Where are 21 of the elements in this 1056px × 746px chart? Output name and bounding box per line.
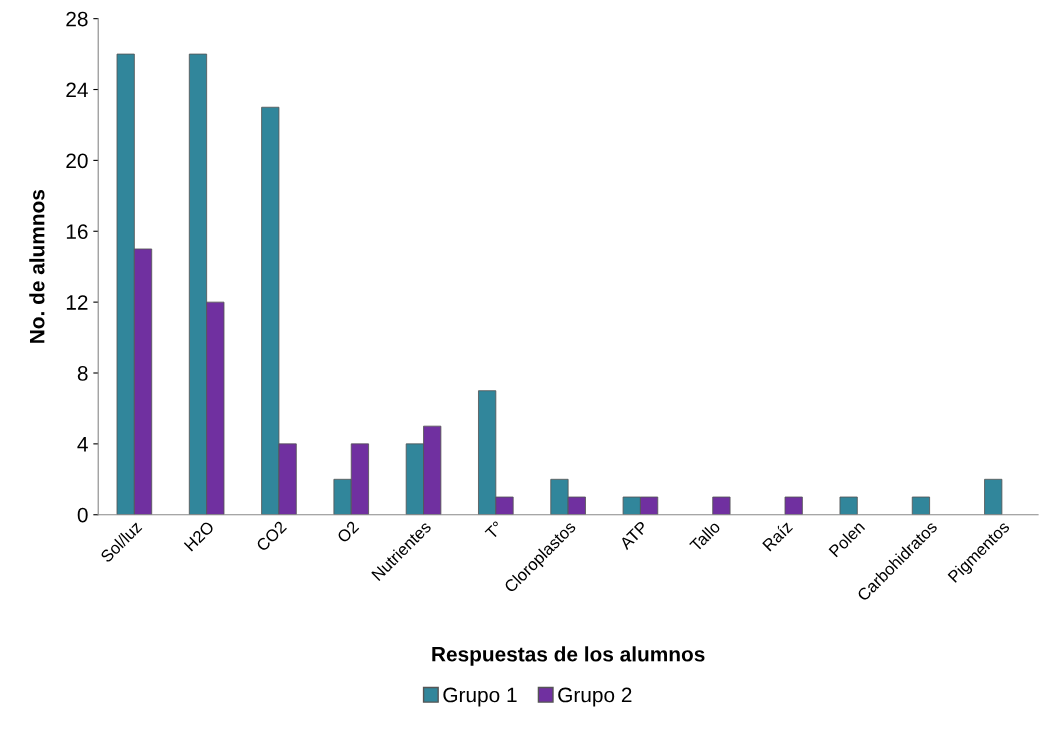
y-tick-label: 20 xyxy=(66,153,88,169)
x-axis-title: Respuestas de los alumnos xyxy=(432,646,705,666)
bar xyxy=(712,496,731,515)
bar xyxy=(911,496,931,515)
x-tick-label: O2 xyxy=(336,520,360,544)
x-tick-label: ATP xyxy=(618,520,649,551)
x-tick-label: T° xyxy=(484,520,504,540)
y-tick-label: 12 xyxy=(66,295,88,310)
x-tick-label: Tallo xyxy=(688,520,721,553)
y-tick-label: 0 xyxy=(77,507,88,523)
y-tick-label: 8 xyxy=(77,366,88,381)
y-tick-label: 24 xyxy=(66,82,88,98)
y-tick-label: 28 xyxy=(66,11,88,27)
y-axis-title: No. de alumnos xyxy=(29,189,45,343)
y-tick-label: 16 xyxy=(66,224,88,240)
bar xyxy=(784,496,803,515)
legend-label: Grupo 2 xyxy=(558,687,632,707)
bar xyxy=(984,478,1003,515)
y-tick-label: 4 xyxy=(77,437,88,452)
bar xyxy=(839,496,858,515)
legend-label: Grupo 1 xyxy=(443,687,517,707)
